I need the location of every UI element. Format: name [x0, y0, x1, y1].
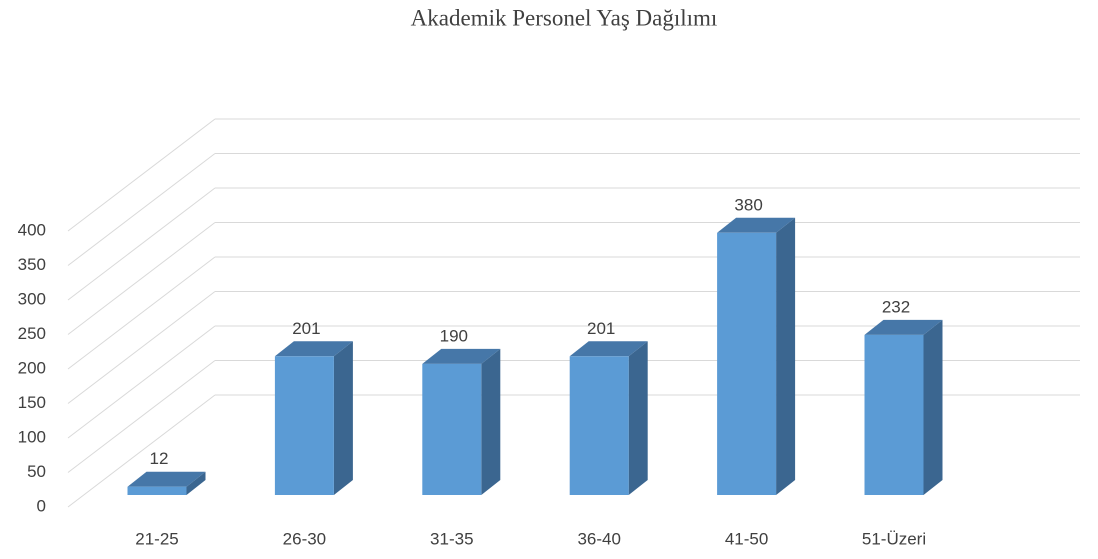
value-label: 232 — [882, 297, 910, 316]
x-tick-label: 31-35 — [430, 529, 473, 548]
grid-line — [67, 187, 216, 301]
y-tick-label: 350 — [18, 255, 46, 274]
bar-top — [422, 348, 501, 364]
bar — [717, 232, 777, 496]
bar — [864, 334, 924, 495]
bar — [127, 486, 187, 495]
grid-line — [67, 394, 216, 508]
grid-line — [67, 291, 216, 404]
bar-top — [717, 217, 796, 233]
bar-top — [274, 341, 353, 357]
grid-line — [67, 153, 216, 266]
y-tick-label: 100 — [18, 427, 46, 446]
y-tick-label: 250 — [18, 324, 46, 343]
x-tick-label: 51-Üzeri — [862, 529, 926, 548]
grid-line — [67, 118, 216, 232]
value-label: 12 — [150, 449, 169, 468]
chart-title: Akademik Personel Yaş Dağılımı — [411, 5, 718, 30]
y-tick-label: 400 — [18, 220, 46, 239]
y-tick-label: 50 — [27, 462, 46, 481]
y-tick-label: 0 — [37, 496, 46, 515]
bar-top — [569, 341, 648, 357]
value-label: 201 — [587, 319, 615, 338]
y-tick-label: 200 — [18, 358, 46, 377]
x-tick-label: 21-25 — [135, 529, 178, 548]
bar-side — [923, 319, 943, 495]
x-tick-label: 26-30 — [283, 529, 326, 548]
bar-top — [864, 319, 943, 335]
grid-line — [67, 360, 216, 473]
value-label: 190 — [440, 326, 468, 345]
bar-side — [333, 341, 353, 495]
bar — [274, 356, 334, 495]
x-tick-label: 36-40 — [577, 529, 620, 548]
y-tick-label: 300 — [18, 289, 46, 308]
bar-side — [776, 217, 796, 496]
value-label: 380 — [734, 195, 762, 214]
bar-side — [481, 348, 501, 495]
bar-top — [127, 471, 206, 487]
grid-line — [67, 256, 216, 370]
bar — [569, 356, 629, 495]
grid-line — [67, 325, 216, 439]
value-label: 201 — [292, 319, 320, 338]
x-tick-label: 41-50 — [725, 529, 768, 548]
bar-side — [186, 471, 206, 495]
grid-line — [67, 222, 216, 335]
bar — [422, 363, 482, 495]
bar-side — [628, 341, 648, 495]
y-tick-label: 150 — [18, 393, 46, 412]
